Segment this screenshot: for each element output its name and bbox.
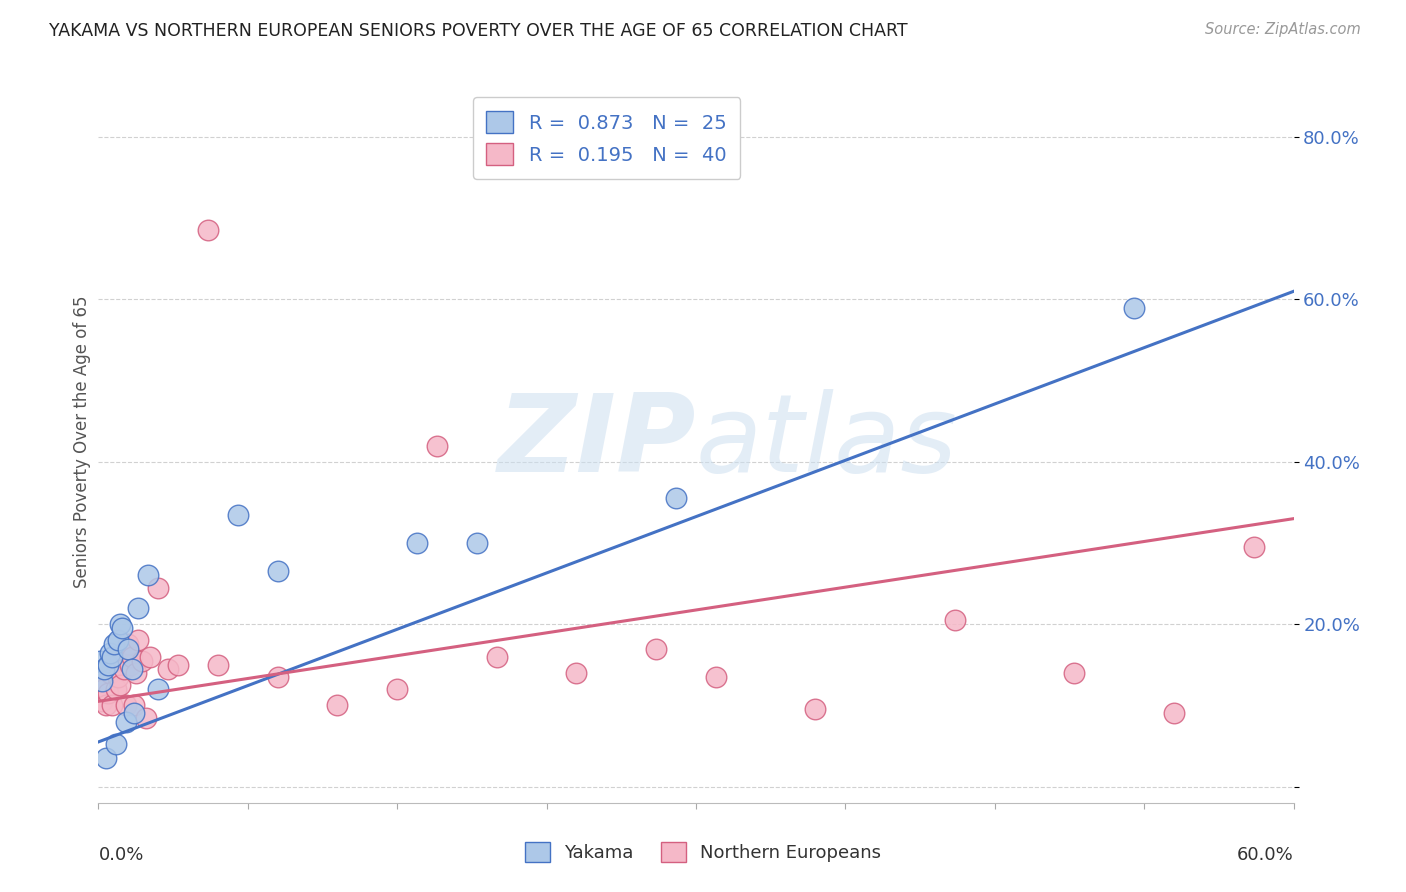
Point (101, 698, 124, 713)
Point (110, 678, 132, 692)
Point (1243, 540, 1265, 554)
Point (665, 491, 688, 506)
Point (943, 613, 966, 627)
Text: ZIP: ZIP (498, 389, 696, 494)
Point (804, 702, 827, 716)
Point (93, 662, 115, 676)
Point (97, 686, 120, 700)
Point (103, 638, 125, 652)
Point (226, 508, 249, 522)
Point (121, 662, 143, 676)
Point (103, 654, 125, 668)
Legend: Yakama, Northern Europeans: Yakama, Northern Europeans (517, 834, 889, 870)
Text: 0.0%: 0.0% (98, 847, 143, 864)
Point (565, 665, 588, 680)
Point (426, 439, 449, 453)
Point (157, 662, 180, 676)
Point (115, 698, 138, 713)
Text: Source: ZipAtlas.com: Source: ZipAtlas.com (1205, 22, 1361, 37)
Point (98, 665, 122, 680)
Point (97, 657, 120, 672)
Point (465, 536, 488, 550)
Point (167, 657, 190, 672)
Point (117, 638, 139, 652)
Point (1063, 665, 1085, 680)
Point (89, 654, 111, 668)
Point (91, 673, 114, 688)
Point (105, 737, 128, 751)
Point (197, 223, 219, 237)
Point (111, 649, 134, 664)
Legend: R =  0.873   N =  25, R =  0.195   N =  40: R = 0.873 N = 25, R = 0.195 N = 40 (472, 97, 741, 179)
Point (121, 649, 143, 664)
Text: YAKAMA VS NORTHERN EUROPEAN SENIORS POVERTY OVER THE AGE OF 65 CORRELATION CHART: YAKAMA VS NORTHERN EUROPEAN SENIORS POVE… (49, 22, 908, 40)
Point (406, 536, 429, 550)
Point (127, 601, 149, 615)
Point (1123, 301, 1146, 315)
Point (267, 670, 290, 684)
Point (127, 633, 149, 648)
Point (101, 649, 124, 664)
Point (1163, 706, 1185, 721)
Point (267, 565, 290, 579)
Point (120, 657, 142, 672)
Point (115, 714, 138, 729)
Point (107, 670, 129, 684)
Point (91, 694, 114, 708)
Point (326, 698, 349, 713)
Point (93, 682, 115, 697)
Point (131, 654, 153, 668)
Point (148, 682, 170, 697)
Point (148, 581, 170, 595)
Point (98, 646, 122, 660)
Point (207, 657, 229, 672)
Point (124, 706, 146, 721)
Point (105, 682, 128, 697)
Point (107, 633, 129, 648)
Point (135, 710, 157, 724)
Point (110, 617, 132, 632)
Y-axis label: Seniors Poverty Over the Age of 65: Seniors Poverty Over the Age of 65 (73, 295, 91, 588)
Point (89, 673, 111, 688)
Point (111, 621, 134, 635)
Point (485, 649, 508, 664)
Text: atlas: atlas (696, 389, 957, 494)
Point (645, 641, 668, 656)
Point (139, 649, 162, 664)
Point (136, 568, 159, 582)
Text: 60.0%: 60.0% (1237, 847, 1294, 864)
Point (385, 682, 409, 697)
Point (96, 751, 118, 765)
Point (704, 670, 727, 684)
Point (125, 665, 148, 680)
Point (117, 641, 139, 656)
Point (112, 662, 135, 676)
Point (124, 698, 146, 713)
Point (96, 698, 118, 713)
